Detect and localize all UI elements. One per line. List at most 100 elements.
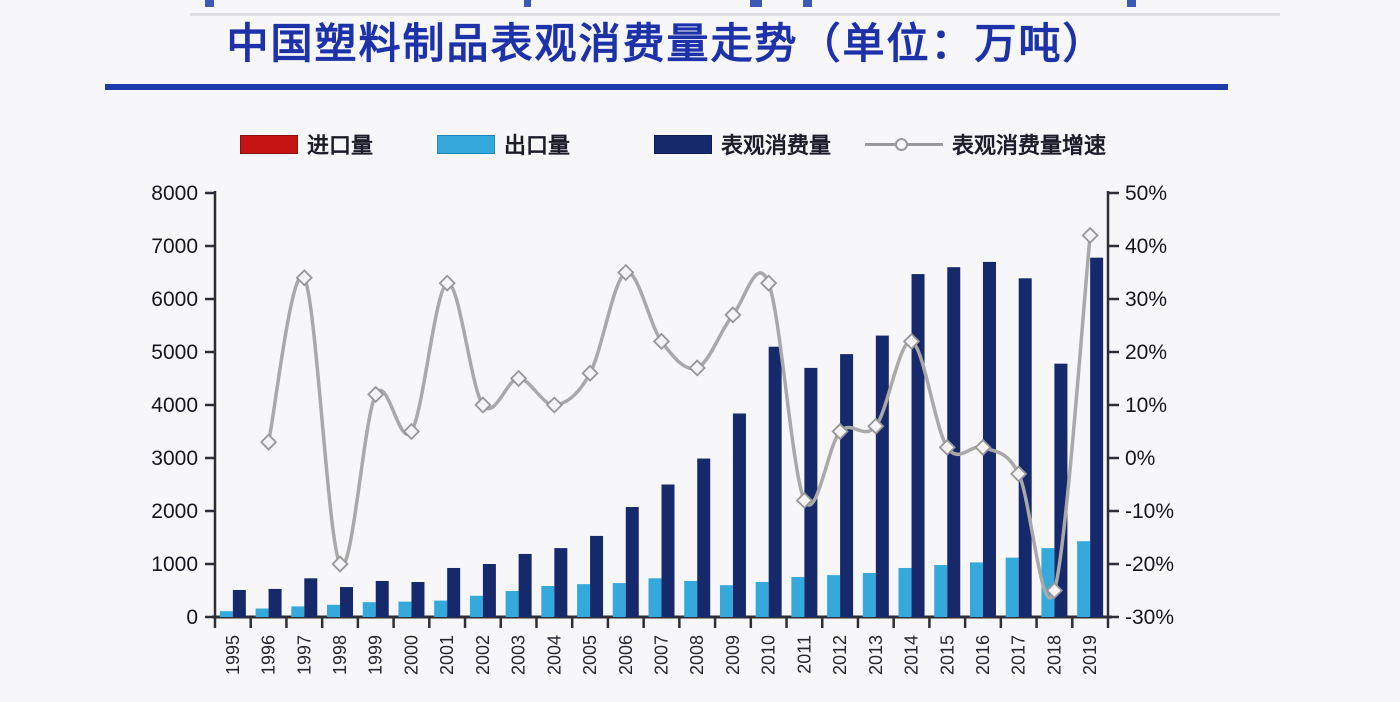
x-axis-year-label: 2009 — [723, 635, 743, 675]
x-axis-year-label: 2018 — [1044, 635, 1064, 675]
bar-consumption-2015 — [947, 267, 961, 617]
growth-line-marker — [795, 491, 814, 510]
bar-export-2002 — [469, 595, 483, 617]
legend-label-import: 进口量 — [307, 133, 374, 158]
cropped-text-artifact — [190, 13, 1280, 16]
growth-line-marker — [545, 396, 563, 414]
legend-item-consumption: 表观消费量 — [654, 128, 831, 160]
bar-export-2014 — [898, 567, 912, 617]
bar-consumption-2007 — [661, 484, 675, 617]
growth-line-marker — [652, 332, 671, 351]
bar-export-2010 — [755, 582, 769, 617]
left-axis-tick-label: 6000 — [151, 288, 198, 311]
bar-export-2015 — [934, 565, 948, 617]
bar-export-2009 — [719, 585, 733, 617]
bar-export-1999 — [362, 602, 376, 617]
export-swatch-icon — [437, 134, 496, 154]
growth-line-marker — [938, 438, 956, 457]
growth-line-marker — [902, 332, 921, 351]
growth-line-marker — [1081, 226, 1099, 245]
bar-consumption-1995 — [232, 589, 246, 617]
x-axis-year-label: 1996 — [259, 635, 279, 675]
bar-export-2004 — [541, 585, 555, 617]
growth-line-marker — [867, 417, 885, 435]
x-axis-year-label: 1995 — [223, 635, 243, 675]
right-axis-tick-label: -20% — [1125, 553, 1174, 576]
growth-line-marker — [831, 422, 849, 441]
left-axis-tick-label: 0 — [186, 606, 198, 629]
bar-export-2017 — [1005, 557, 1019, 617]
bar-consumption-2018 — [1054, 363, 1068, 617]
x-axis-year-label: 1997 — [294, 635, 314, 675]
bar-export-1996 — [255, 608, 269, 617]
growth-line-marker — [295, 269, 313, 287]
bar-export-2008 — [684, 580, 698, 617]
right-axis-tick-label: 20% — [1125, 341, 1167, 364]
bar-consumption-2010 — [768, 346, 782, 617]
left-axis-tick-label: 4000 — [151, 394, 198, 417]
bar-consumption-1999 — [375, 580, 389, 617]
x-axis-year-label: 2010 — [759, 635, 779, 675]
bar-export-2001 — [434, 600, 448, 617]
title-underline — [105, 84, 1228, 90]
bar-export-2006 — [612, 583, 626, 617]
right-axis-tick-label: 10% — [1125, 394, 1167, 417]
x-axis-year-label: 2017 — [1009, 635, 1029, 675]
bar-consumption-2009 — [732, 413, 746, 617]
bar-consumption-2005 — [590, 535, 604, 617]
bar-consumption-2001 — [447, 567, 461, 617]
right-axis-tick-label: -30% — [1125, 606, 1174, 629]
right-axis-tick-label: 30% — [1125, 288, 1167, 311]
bar-export-2003 — [505, 591, 519, 617]
chart-header: 中国塑料制品表观消费量走势（单位：万吨） — [105, 18, 1228, 70]
right-axis-tick-label: -10% — [1125, 500, 1174, 523]
bar-consumption-2012 — [840, 354, 854, 617]
bar-export-1995 — [219, 611, 233, 617]
growth-line-marker — [688, 359, 706, 377]
x-axis-year-label: 2008 — [687, 635, 707, 675]
x-axis-year-label: 2002 — [473, 635, 493, 675]
left-axis-tick-label: 5000 — [151, 341, 198, 364]
cropped-text-artifact — [205, 0, 214, 7]
bar-consumption-2013 — [875, 335, 889, 617]
bar-export-2007 — [648, 578, 662, 617]
x-axis-year-label: 2007 — [652, 635, 672, 675]
bar-export-2018 — [1041, 548, 1055, 617]
bar-consumption-2004 — [554, 548, 568, 617]
bar-consumption-1996 — [268, 588, 282, 617]
bar-consumption-2006 — [625, 507, 639, 617]
bar-export-1998 — [327, 604, 341, 617]
bar-export-2019 — [1077, 541, 1091, 617]
chart-legend: 进口量 出口量 表观消费量 表观消费量增速 — [240, 128, 1106, 160]
x-axis-year-label: 2004 — [544, 635, 564, 675]
left-axis-tick-label: 3000 — [151, 447, 198, 470]
bar-export-2005 — [577, 584, 591, 617]
growth-line-marker — [581, 364, 599, 382]
bar-export-2011 — [791, 576, 805, 617]
bar-consumption-2002 — [482, 564, 496, 617]
bar-consumption-2016 — [982, 261, 996, 617]
growth-line-marker — [367, 385, 385, 404]
x-axis-year-label: 2013 — [866, 635, 886, 675]
growth-line-marker — [724, 306, 742, 324]
cropped-text-artifact — [803, 0, 812, 7]
growth-line-marker — [331, 555, 349, 573]
growth-line-marker — [259, 433, 278, 451]
x-axis-year-label: 1999 — [366, 635, 386, 675]
bar-consumption-1998 — [340, 587, 354, 617]
x-axis-year-label: 2012 — [830, 635, 850, 675]
x-axis-year-label: 2001 — [437, 635, 457, 675]
growth-line-marker — [402, 422, 421, 441]
cropped-text-artifact — [524, 0, 531, 7]
growth-line-marker — [760, 274, 778, 292]
bar-consumption-2000 — [411, 582, 425, 617]
bar-consumption-2003 — [518, 553, 532, 617]
x-axis-year-label: 2014 — [902, 635, 922, 675]
legend-item-growth: 表观消费量增速 — [865, 128, 1106, 160]
bar-consumption-2019 — [1090, 257, 1104, 617]
growth-line-marker — [617, 263, 635, 282]
left-axis-tick-label: 2000 — [151, 500, 198, 523]
x-axis-year-label: 2005 — [580, 635, 600, 675]
bar-consumption-2014 — [911, 274, 925, 617]
right-axis-tick-label: 40% — [1125, 235, 1167, 258]
